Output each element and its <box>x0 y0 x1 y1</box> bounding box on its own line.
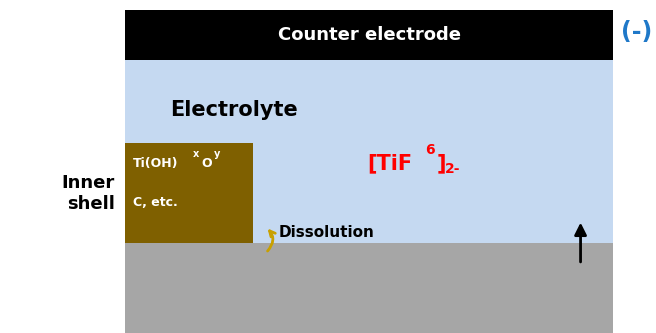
Text: 2-: 2- <box>445 162 461 175</box>
Bar <box>125 143 253 243</box>
Text: Counter electrode: Counter electrode <box>277 26 461 44</box>
Text: (-): (-) <box>621 20 652 44</box>
Text: C, etc.: C, etc. <box>133 196 177 209</box>
Text: Electrolyte: Electrolyte <box>171 100 298 120</box>
Bar <box>125 10 613 60</box>
Text: x: x <box>193 149 199 159</box>
Text: Ti(OH): Ti(OH) <box>133 157 178 169</box>
Text: ]: ] <box>436 153 445 173</box>
Bar <box>125 60 613 243</box>
Text: O: O <box>201 157 212 169</box>
Text: [TiF: [TiF <box>367 153 413 173</box>
Text: y: y <box>214 149 220 159</box>
Text: Dissolution: Dissolution <box>279 225 375 240</box>
Bar <box>125 243 613 333</box>
Text: 6: 6 <box>425 143 435 157</box>
Text: Inner
shell: Inner shell <box>62 174 115 212</box>
